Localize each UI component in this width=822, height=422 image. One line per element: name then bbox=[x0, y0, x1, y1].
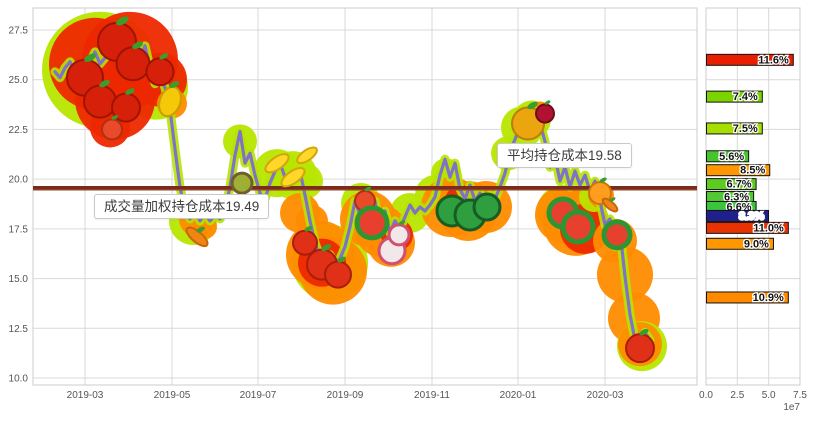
volume-bar-label: 8.3% bbox=[739, 210, 764, 222]
exponent-label: 1e7 bbox=[783, 402, 800, 413]
y-tick-label: 25.0 bbox=[9, 75, 29, 86]
fruit-cherry-icon bbox=[535, 100, 555, 124]
volume-bar-label: 7.5% bbox=[733, 123, 758, 135]
volume-bar[interactable] bbox=[706, 122, 763, 135]
volume-bar[interactable] bbox=[706, 237, 774, 250]
fruit-kiwi-icon bbox=[230, 171, 254, 195]
x-tick-label: 2019-03 bbox=[67, 390, 104, 401]
volume-bar-label: 7.4% bbox=[733, 91, 758, 103]
x-tick-label: 2020-03 bbox=[587, 390, 624, 401]
x-tick-label: 2019-07 bbox=[240, 390, 277, 401]
volume-bar[interactable] bbox=[706, 209, 769, 222]
fruit-watermelon-slice-icon bbox=[560, 209, 596, 245]
volume-bar[interactable] bbox=[706, 164, 771, 177]
x-tick-label: 2020-01 bbox=[500, 390, 537, 401]
axis-labels: 27.5 25.0 22.5 20.0 17.5 15.0 12.5 10.0 2019-03 2… bbox=[9, 26, 808, 414]
volume-bar-label: 11.0% bbox=[753, 222, 784, 234]
right-x-tick-label: 5.0 bbox=[762, 390, 776, 401]
y-tick-label: 15.0 bbox=[9, 274, 29, 285]
fruit-strawberry-icon bbox=[324, 256, 352, 289]
volume-bar[interactable] bbox=[706, 53, 794, 66]
volume-bar-label: 11.6% bbox=[758, 54, 789, 66]
fruit-strawberry-icon bbox=[625, 328, 655, 364]
volume-bar-label: 6.7% bbox=[727, 179, 752, 191]
volume-bar-label: 10.9% bbox=[753, 292, 784, 304]
volume-bar[interactable] bbox=[706, 150, 750, 163]
volume-bar-label: 5.6% bbox=[719, 151, 744, 163]
volume-bar[interactable] bbox=[706, 178, 757, 191]
x-tick-label: 2019-11 bbox=[414, 390, 450, 401]
volume-bar[interactable] bbox=[706, 291, 789, 304]
fruit-carrot-icon bbox=[601, 197, 619, 213]
fruit-strawberry-icon bbox=[292, 225, 318, 256]
fruit-apple-icon bbox=[83, 79, 117, 119]
right-x-tick-label: 2.5 bbox=[730, 390, 744, 401]
fruit-tomato-icon bbox=[101, 115, 123, 141]
fruit-watermelon-slice-icon bbox=[601, 219, 633, 251]
volume-bar[interactable] bbox=[706, 90, 763, 103]
vwap-cost-annotation: 成交量加权持仓成本19.49 bbox=[94, 194, 270, 219]
fruit-apple-icon bbox=[111, 88, 141, 123]
x-tick-label: 2019-09 bbox=[327, 390, 364, 401]
fruit-banana-icon bbox=[264, 153, 290, 174]
volume-profile-bars: 11.6%7.4%7.5%5.6%8.5%6.7%6.3%6.6%8.3%11.… bbox=[706, 53, 794, 305]
y-tick-label: 27.5 bbox=[9, 26, 29, 37]
y-tick-label: 20.0 bbox=[9, 175, 29, 186]
y-tick-label: 22.5 bbox=[9, 125, 29, 136]
fruit-banana-icon bbox=[280, 167, 306, 188]
fruit-watermelon-icon bbox=[472, 192, 502, 222]
y-tick-label: 10.0 bbox=[9, 374, 29, 385]
y-tick-label: 17.5 bbox=[9, 224, 29, 235]
x-tick-label: 2019-05 bbox=[154, 390, 191, 401]
fruit-watermelon-slice-icon bbox=[354, 205, 390, 241]
avg-cost-annotation: 平均持仓成本19.58 bbox=[497, 143, 632, 168]
right-x-tick-label: 0.0 bbox=[699, 390, 713, 401]
fruit-corn-icon bbox=[158, 81, 182, 118]
volume-bar-label: 9.0% bbox=[744, 238, 769, 250]
fruit-markers bbox=[66, 16, 655, 364]
fruit-apple-icon bbox=[145, 53, 175, 87]
fruit-carrot-icon bbox=[185, 226, 209, 248]
y-tick-label: 12.5 bbox=[9, 324, 29, 335]
fruit-banana-icon bbox=[296, 146, 318, 165]
left-plot-border bbox=[32, 7, 698, 386]
right-x-tick-label: 7.5 bbox=[793, 390, 807, 401]
volume-bar[interactable] bbox=[706, 221, 789, 234]
volume-bar-label: 8.5% bbox=[740, 165, 765, 177]
fruit-radish-icon bbox=[387, 220, 411, 247]
